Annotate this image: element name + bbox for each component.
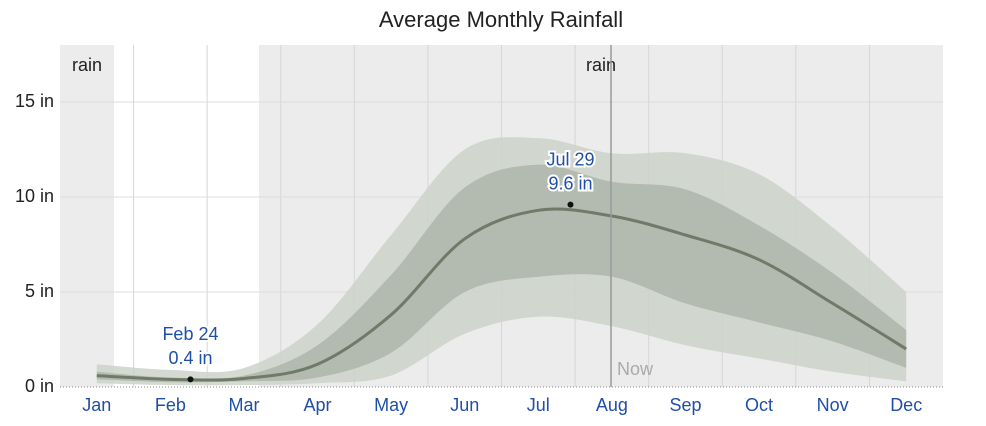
x-tick-label: Nov xyxy=(817,395,849,415)
rain-season xyxy=(60,45,114,387)
median-line xyxy=(96,207,907,382)
x-tick-label: Jun xyxy=(450,395,479,415)
y-tick-label: 10 in xyxy=(15,186,54,206)
x-tick-label: Mar xyxy=(228,395,259,415)
chart-title: Average Monthly Rainfall xyxy=(379,7,623,32)
plot xyxy=(96,137,907,386)
y-tick-label: 15 in xyxy=(15,91,54,111)
annotation-value: 9.6 in xyxy=(548,173,592,193)
x-tick-label: Sep xyxy=(669,395,701,415)
x-tick-label: Jan xyxy=(82,395,111,415)
x-tick-label: Apr xyxy=(304,395,332,415)
band-25-75 xyxy=(96,164,907,383)
x-tick-label: Oct xyxy=(745,395,773,415)
season-label: rain xyxy=(586,55,616,75)
annotation-date: Feb 24 xyxy=(162,324,218,344)
x-tick-label: Jul xyxy=(527,395,550,415)
x-tick-label: Dec xyxy=(890,395,922,415)
x-tick-label: May xyxy=(374,395,408,415)
annotation-date: Jul 29 xyxy=(546,149,594,169)
annotation-value: 0.4 in xyxy=(168,348,212,368)
y-tick-label: 5 in xyxy=(25,281,54,301)
annotation-point xyxy=(567,201,574,208)
now-label: Now xyxy=(617,359,654,379)
annotation-point xyxy=(187,376,194,383)
x-tick-label: Feb xyxy=(155,395,186,415)
x-tick-label: Aug xyxy=(596,395,628,415)
y-tick-label: 0 in xyxy=(25,376,54,396)
season-label: rain xyxy=(72,55,102,75)
